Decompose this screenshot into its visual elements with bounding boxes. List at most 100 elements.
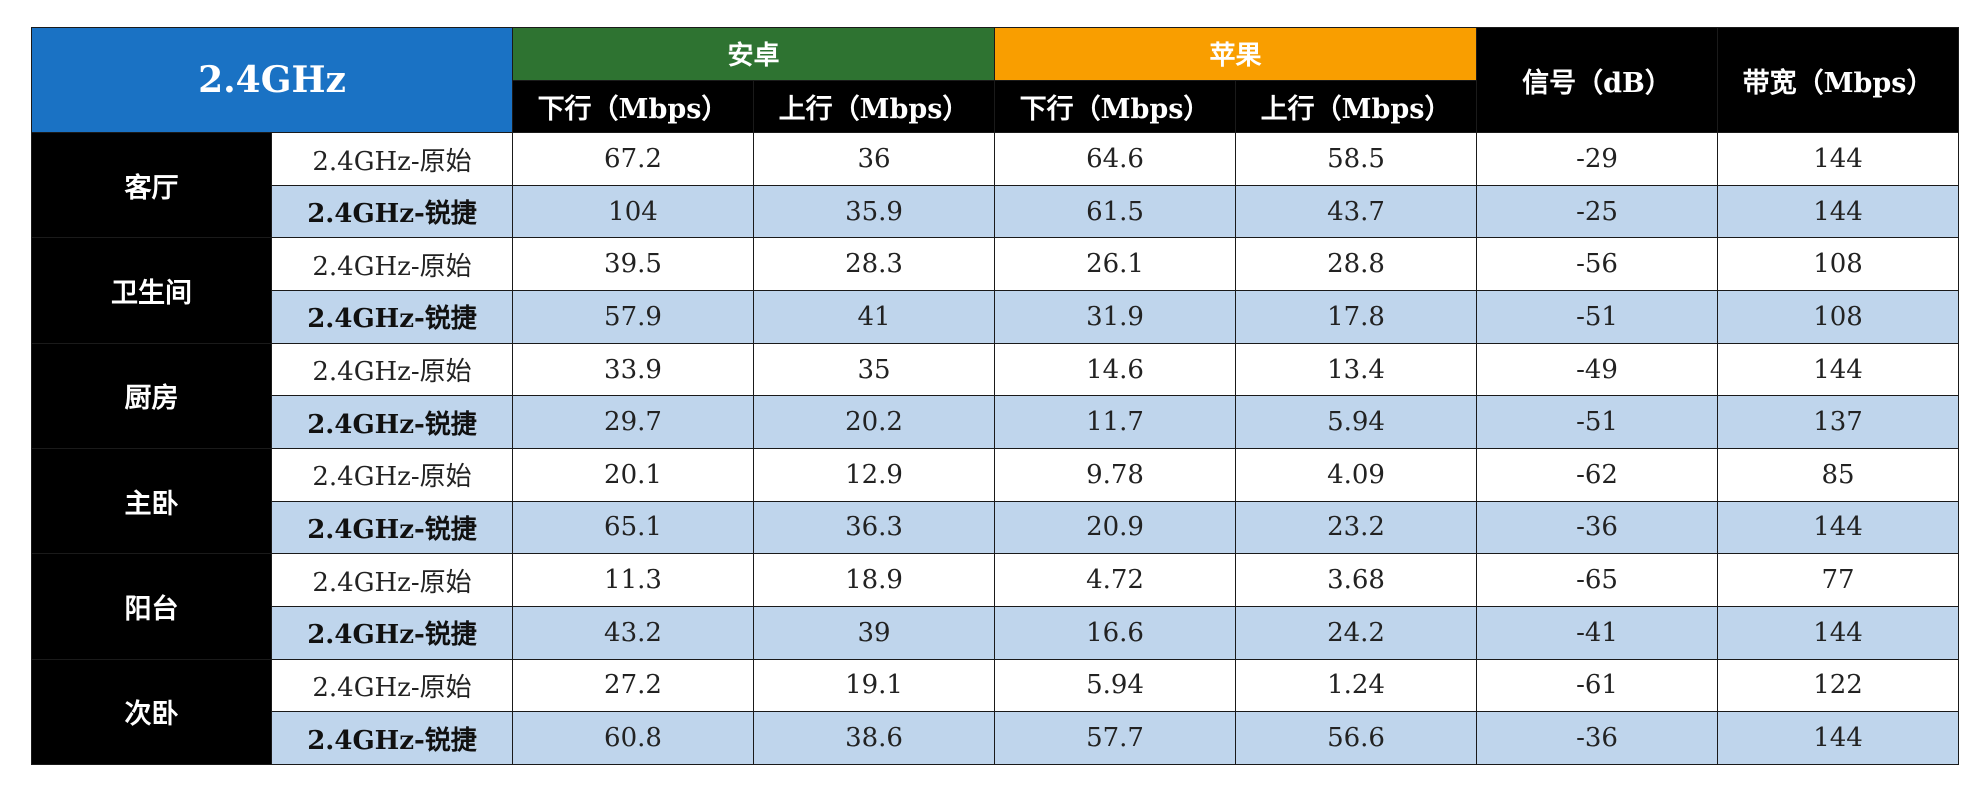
signal-cell: -61	[1476, 658, 1719, 713]
table-body: 客厅 2.4GHz-原始 67.2 36 64.6 58.5 -29 144 2.4GHz-锐捷…	[31, 132, 1960, 766]
signal-cell: -51	[1476, 395, 1719, 450]
android-up-cell: 39	[752, 605, 996, 660]
bandwidth-cell: 144	[1717, 605, 1960, 660]
apple-up-cell: 23.2	[1235, 500, 1478, 555]
android-down-cell: 39.5	[512, 237, 754, 292]
apple-up-cell: 13.4	[1235, 342, 1478, 397]
table-row: 厨房 2.4GHz-原始 33.9 35 14.6 13.4 -49 144	[31, 342, 1960, 450]
table-row: 卫生间 2.4GHz-原始 39.5 28.3 26.1 28.8 -56 108	[31, 237, 1960, 344]
bandwidth-cell: 144	[1717, 500, 1960, 555]
apple-up-cell: 5.94	[1235, 395, 1478, 450]
signal-cell: -36	[1476, 711, 1719, 765]
table-row: 次卧 2.4GHz-原始 27.2 19.1 5.94 1.24 -61 122	[31, 658, 1960, 766]
table-row: 2.4GHz-锐捷 104 35.9 61.5 43.7 -25 144	[32, 184, 1960, 239]
table-row: 2.4GHz-锐捷 65.1 36.3 20.9 23.2 -36 144	[32, 500, 1960, 555]
apple-down-cell: 61.5	[994, 184, 1237, 239]
config-label: 2.4GHz-原始	[271, 342, 513, 397]
android-down-cell: 104	[512, 184, 754, 239]
room-name: 主卧	[31, 448, 272, 555]
android-up-cell: 36	[752, 132, 996, 186]
room-name: 卫生间	[31, 237, 272, 344]
android-up-cell: 38.6	[752, 711, 996, 765]
apple-group-header: 苹果	[994, 27, 1478, 81]
config-label: 2.4GHz-原始	[271, 237, 513, 292]
apple-up-cell: 4.09	[1235, 448, 1478, 502]
bandwidth-cell: 85	[1717, 448, 1960, 502]
apple-up-cell: 17.8	[1235, 290, 1478, 344]
apple-down-cell: 26.1	[994, 237, 1237, 292]
bandwidth-cell: 77	[1717, 553, 1960, 607]
bandwidth-cell: 137	[1717, 395, 1960, 450]
apple-up-cell: 43.7	[1235, 184, 1478, 239]
apple-down-cell: 16.6	[994, 605, 1237, 660]
android-down-cell: 43.2	[512, 605, 754, 660]
wifi-speed-table: 2.4GHz 安卓 苹果 信号（dB） 带宽（Mbps） 下行（Mbps） 上行…	[31, 26, 1960, 766]
signal-cell: -29	[1476, 132, 1719, 186]
table-row: 客厅 2.4GHz-原始 67.2 36 64.6 58.5 -29 144	[31, 132, 1960, 239]
apple-down-cell: 4.72	[994, 553, 1237, 607]
table-row: 2.4GHz-锐捷 29.7 20.2 11.7 5.94 -51 137	[32, 395, 1960, 450]
android-down-cell: 11.3	[512, 553, 754, 607]
signal-cell: -49	[1476, 342, 1719, 397]
apple-up-cell: 3.68	[1235, 553, 1478, 607]
signal-header: 信号（dB）	[1476, 26, 1719, 134]
table-row: 2.4GHz-锐捷 57.9 41 31.9 17.8 -51 108	[32, 290, 1960, 344]
room-name: 客厅	[31, 132, 272, 239]
android-up-cell: 35	[752, 342, 996, 397]
signal-cell: -56	[1476, 237, 1719, 292]
apple-up-cell: 24.2	[1235, 605, 1478, 660]
android-up-cell: 18.9	[752, 553, 996, 607]
android-down-cell: 57.9	[512, 290, 754, 344]
apple-down-cell: 11.7	[994, 395, 1237, 450]
android-up-cell: 28.3	[752, 237, 996, 292]
apple-down-cell: 31.9	[994, 290, 1237, 344]
room-name: 厨房	[31, 342, 272, 450]
android-up-cell: 36.3	[752, 500, 996, 555]
signal-cell: -62	[1476, 448, 1719, 502]
apple-down-cell: 57.7	[994, 711, 1237, 765]
config-label: 2.4GHz-锐捷	[271, 395, 513, 450]
config-label: 2.4GHz-锐捷	[271, 184, 513, 239]
table-row: 2.4GHz-锐捷 43.2 39 16.6 24.2 -41 144	[32, 605, 1960, 660]
apple-up-cell: 1.24	[1235, 658, 1478, 713]
bandwidth-cell: 122	[1717, 658, 1960, 713]
apple-down-cell: 14.6	[994, 342, 1237, 397]
config-label: 2.4GHz-锐捷	[271, 290, 513, 344]
android-down-cell: 20.1	[512, 448, 754, 502]
apple-down-cell: 20.9	[994, 500, 1237, 555]
config-label: 2.4GHz-原始	[271, 448, 513, 502]
signal-cell: -25	[1476, 184, 1719, 239]
bandwidth-header: 带宽（Mbps）	[1717, 26, 1960, 134]
table-row: 主卧 2.4GHz-原始 20.1 12.9 9.78 4.09 -62 85	[31, 448, 1960, 555]
android-up-cell: 19.1	[752, 658, 996, 713]
apple-down-header: 下行（Mbps）	[994, 79, 1237, 134]
apple-up-cell: 58.5	[1235, 132, 1478, 186]
table-row: 2.4GHz-锐捷 60.8 38.6 57.7 56.6 -36 144	[32, 711, 1960, 765]
signal-cell: -51	[1476, 290, 1719, 344]
android-up-cell: 20.2	[752, 395, 996, 450]
band-title: 2.4GHz	[31, 26, 513, 134]
android-down-header: 下行（Mbps）	[512, 79, 754, 134]
signal-cell: -36	[1476, 500, 1719, 555]
signal-cell: -41	[1476, 605, 1719, 660]
config-label: 2.4GHz-原始	[271, 658, 513, 713]
apple-up-cell: 56.6	[1235, 711, 1478, 765]
android-up-cell: 35.9	[752, 184, 996, 239]
config-label: 2.4GHz-锐捷	[271, 711, 513, 765]
table-row: 阳台 2.4GHz-原始 11.3 18.9 4.72 3.68 -65 77	[31, 553, 1960, 660]
android-up-cell: 12.9	[752, 448, 996, 502]
apple-down-cell: 5.94	[994, 658, 1237, 713]
bandwidth-cell: 108	[1717, 237, 1960, 292]
android-down-cell: 60.8	[512, 711, 754, 765]
bandwidth-cell: 144	[1717, 342, 1960, 397]
config-label: 2.4GHz-锐捷	[271, 500, 513, 555]
room-name: 阳台	[31, 553, 272, 660]
config-label: 2.4GHz-原始	[271, 553, 513, 607]
bandwidth-cell: 144	[1717, 711, 1960, 765]
signal-cell: -65	[1476, 553, 1719, 607]
android-up-cell: 41	[752, 290, 996, 344]
bandwidth-cell: 108	[1717, 290, 1960, 344]
apple-up-header: 上行（Mbps）	[1235, 79, 1478, 134]
apple-down-cell: 64.6	[994, 132, 1237, 186]
android-down-cell: 29.7	[512, 395, 754, 450]
